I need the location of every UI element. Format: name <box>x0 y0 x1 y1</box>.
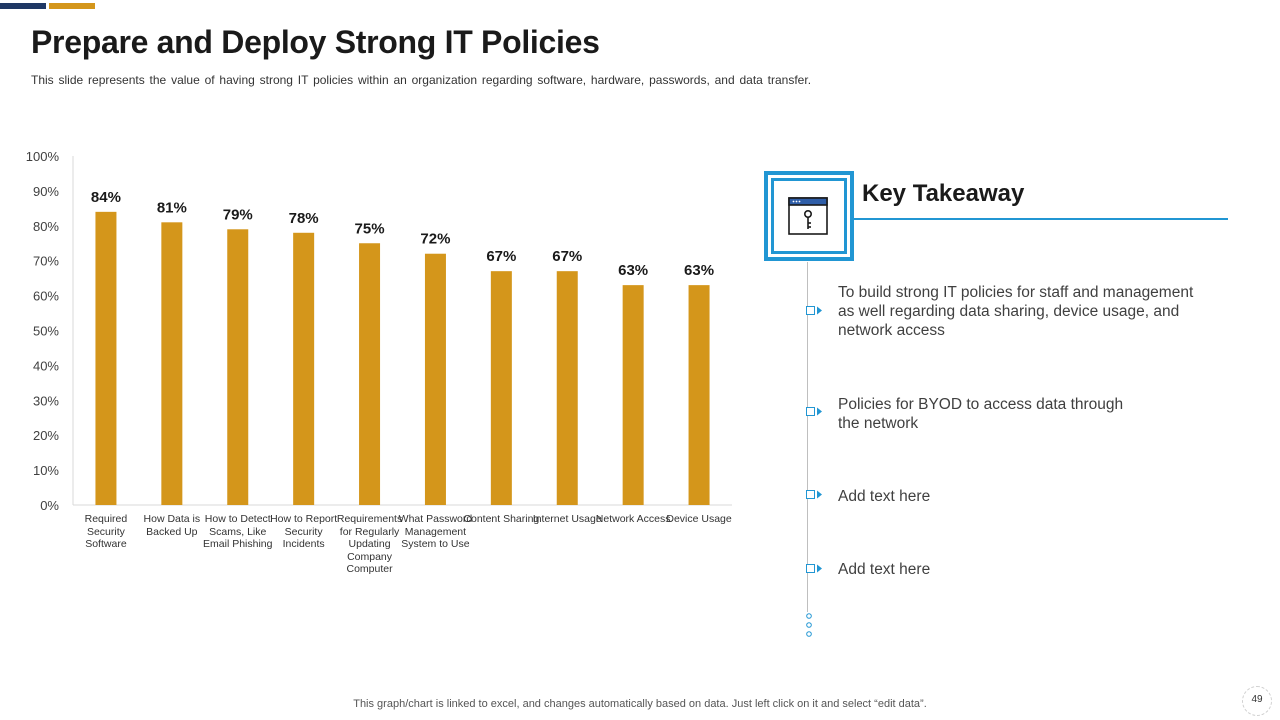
bullet-marker-icon <box>806 490 822 499</box>
x-tick-label: Content Sharing <box>463 513 540 525</box>
y-tick-label: 30% <box>33 393 59 408</box>
key-takeaway-underline <box>854 218 1228 220</box>
key-takeaway-border <box>764 171 854 261</box>
y-tick-label: 50% <box>33 324 59 339</box>
bar-value-label: 81% <box>157 199 187 216</box>
chart-footnote: This graph/chart is linked to excel, and… <box>353 698 927 710</box>
y-tick-label: 80% <box>33 219 59 234</box>
x-tick-label: What Password Management System to Use <box>398 513 473 550</box>
bar-chart[interactable]: 0% 10% 20% 30% 40% 50% 60% 70% 80% 90% 100% 84% 81%… <box>0 140 740 580</box>
y-tick-label: 40% <box>33 358 59 373</box>
x-tick-label: How to Report Security Incidents <box>270 513 338 550</box>
bar-value-label: 84% <box>91 189 121 206</box>
data-labels: 84% 81% 79% 78% 75% 72% 67% 67% 63% 63% <box>91 189 714 279</box>
page-number-ring <box>1242 686 1272 716</box>
accent-bar-gold <box>49 3 95 9</box>
bar[interactable] <box>424 253 446 505</box>
bars <box>95 211 710 505</box>
takeaway-timeline <box>807 262 808 612</box>
bar[interactable] <box>490 271 512 505</box>
x-tick-label: Required Security Software <box>84 513 128 550</box>
x-tick-label: Requirements for Regularly Updating Comp… <box>336 513 403 575</box>
key-takeaway-title: Key Takeaway <box>862 180 1025 207</box>
x-tick-label: How to Detect Scams, Like Email Phishing <box>203 513 273 550</box>
x-tick-label: Network Access <box>595 513 671 525</box>
slide-subtitle: This slide represents the value of havin… <box>31 73 812 87</box>
bar[interactable] <box>359 243 381 505</box>
y-tick-label: 20% <box>33 428 59 443</box>
bar-value-label: 79% <box>223 206 253 223</box>
browser-key-icon <box>788 197 828 235</box>
y-tick-label: 70% <box>33 254 59 269</box>
slide-title: Prepare and Deploy Strong IT Policies <box>31 24 600 60</box>
bar-value-label: 67% <box>486 248 516 265</box>
x-tick-label: How Data is Backed Up <box>143 513 201 538</box>
y-tick-label: 10% <box>33 463 59 478</box>
takeaway-point-2: Policies for BYOD to access data through… <box>838 396 1124 432</box>
bar[interactable] <box>293 232 315 505</box>
bullet-marker-icon <box>806 564 822 573</box>
x-tick-label: Internet Usage <box>532 513 602 525</box>
accent-bar-navy <box>0 3 46 9</box>
y-tick-label: 0% <box>40 498 59 513</box>
x-tick-label: Device Usage <box>666 513 732 525</box>
y-tick-label: 90% <box>33 184 59 199</box>
y-axis: 0% 10% 20% 30% 40% 50% 60% 70% 80% 90% 100% <box>26 149 732 513</box>
takeaway-point-3: Add text here <box>838 488 931 505</box>
bar[interactable] <box>161 222 183 505</box>
bar-value-label: 72% <box>420 231 450 248</box>
bar-value-label: 63% <box>618 262 648 279</box>
takeaway-point-4: Add text here <box>838 561 931 578</box>
bar[interactable] <box>95 211 117 505</box>
bar-value-label: 78% <box>289 210 319 227</box>
timeline-end-dots-icon <box>806 613 812 637</box>
bar[interactable] <box>688 285 710 505</box>
bar-value-label: 63% <box>684 262 714 279</box>
bar[interactable] <box>227 229 249 505</box>
takeaway-point-1: To build strong IT policies for staff an… <box>838 284 1194 339</box>
bullet-marker-icon <box>806 407 822 416</box>
y-tick-label: 100% <box>26 149 60 164</box>
bullet-marker-icon <box>806 306 822 315</box>
bar[interactable] <box>556 271 578 505</box>
bar-value-label: 75% <box>355 220 385 237</box>
page-number: 49 <box>1251 694 1263 705</box>
bar-value-label: 67% <box>552 248 582 265</box>
bar[interactable] <box>622 285 644 505</box>
y-tick-label: 60% <box>33 289 59 304</box>
